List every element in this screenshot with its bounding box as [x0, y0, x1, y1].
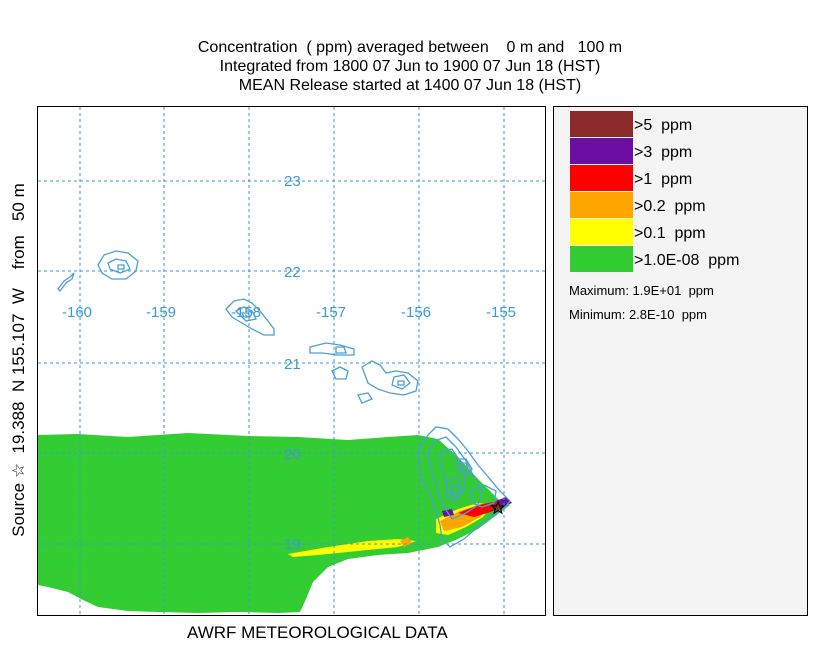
plume-yellow	[288, 539, 416, 557]
coastlines	[57, 250, 511, 548]
plume-green	[38, 433, 510, 613]
island-oahu	[225, 298, 275, 336]
legend-swatch-0-2ppm	[570, 192, 633, 218]
island-kauai	[97, 250, 139, 280]
legend-label-5ppm: >5 ppm	[634, 117, 693, 134]
island-molokai	[309, 342, 355, 356]
lon-label-159: -159	[146, 304, 176, 321]
island-kahoolawe	[357, 392, 373, 404]
legend-swatch-5ppm	[570, 111, 633, 137]
legend-maximum: Maximum: 1.9E+01 ppm	[569, 283, 714, 298]
grid-lines	[38, 107, 545, 615]
legend-swatch-0-1ppm	[570, 219, 633, 245]
island-maui	[361, 360, 419, 396]
legend-label-1e-08ppm: >1.0E-08 ppm	[634, 252, 740, 269]
lon-label-160: -160	[62, 304, 92, 321]
legend-label-1ppm: >1 ppm	[634, 171, 693, 188]
lat-label-20: 20	[284, 446, 301, 463]
concentration-map: 23 22 21 20 19 -160 -159 -158 -157 -156 …	[37, 106, 546, 616]
meteorological-data-label: AWRF METEOROLOGICAL DATA	[187, 623, 448, 642]
island-niihau	[57, 272, 75, 292]
title-line-1: Concentration ( ppm) averaged between 0 …	[197, 39, 623, 56]
title-line-2: Integrated from 1800 07 Jun to 1900 07 J…	[219, 58, 601, 75]
legend-swatch-1ppm	[570, 165, 633, 191]
lat-label-23: 23	[284, 173, 301, 190]
lat-label-22: 22	[284, 264, 301, 281]
lon-label-155: -155	[486, 304, 516, 321]
legend-swatch-1e-08ppm	[570, 246, 633, 272]
legend-panel: >5 ppm >3 ppm >1 ppm >0.2 ppm >0.1 ppm >…	[553, 106, 808, 616]
lon-label-157: -157	[316, 304, 346, 321]
legend-label-0-2ppm: >0.2 ppm	[634, 198, 706, 215]
source-location-label: Source ☆ 19.388 N 155.107 W from 50 m	[9, 183, 28, 537]
title-line-3: MEAN Release started at 1400 07 Jun 18 (…	[238, 77, 582, 94]
lon-label-156: -156	[401, 304, 431, 321]
star-icon	[490, 500, 506, 515]
lat-label-21: 21	[284, 356, 301, 373]
legend-label-0-1ppm: >0.1 ppm	[634, 225, 706, 242]
lat-label-19: 19	[284, 536, 301, 553]
legend-swatch-3ppm	[570, 138, 633, 164]
legend-label-3ppm: >3 ppm	[634, 144, 693, 161]
island-hawaii	[417, 426, 511, 548]
legend-minimum: Minimum: 2.8E-10 ppm	[569, 307, 707, 322]
island-lanai	[331, 366, 349, 380]
